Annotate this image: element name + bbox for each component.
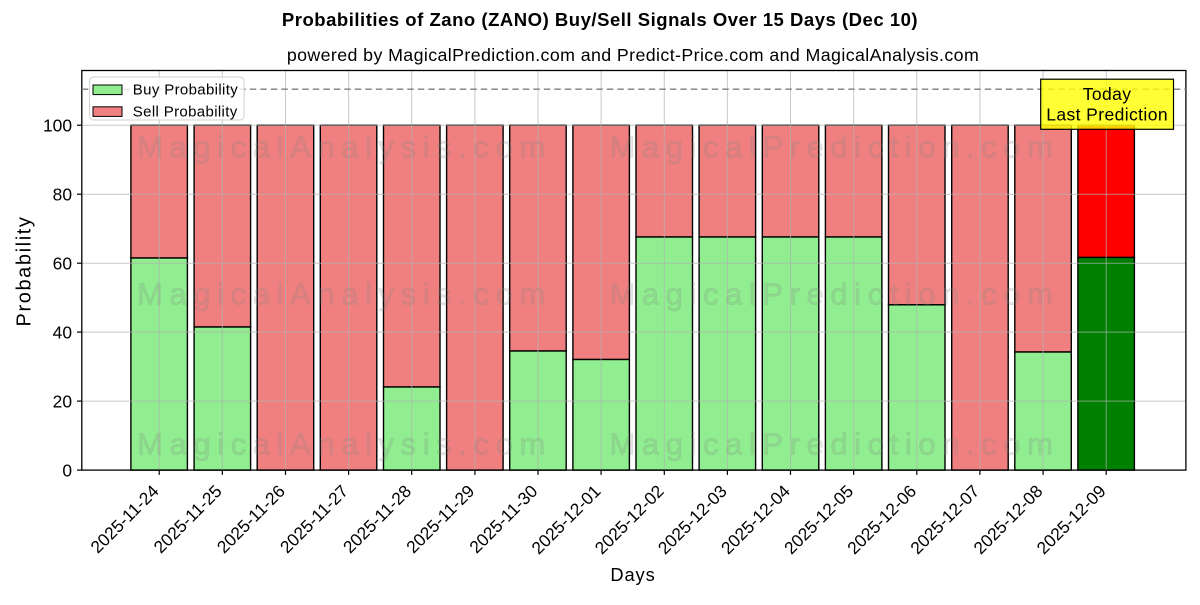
svg-text:80: 80: [53, 185, 72, 205]
svg-text:MagicalPrediction.com: MagicalPrediction.com: [609, 277, 1059, 312]
svg-text:Probability: Probability: [14, 216, 36, 327]
svg-text:20: 20: [53, 392, 72, 412]
svg-text:Last Prediction: Last Prediction: [1046, 105, 1168, 125]
svg-text:0: 0: [62, 461, 72, 481]
svg-text:60: 60: [53, 254, 72, 274]
svg-text:100: 100: [43, 116, 72, 136]
svg-text:Probabilities of Zano (ZANO) B: Probabilities of Zano (ZANO) Buy/Sell Si…: [282, 9, 918, 30]
svg-text:MagicalPrediction.com: MagicalPrediction.com: [609, 427, 1059, 462]
svg-text:powered by MagicalPrediction.c: powered by MagicalPrediction.com and Pre…: [287, 45, 979, 65]
svg-text:Days: Days: [610, 564, 655, 585]
svg-text:40: 40: [53, 323, 72, 343]
svg-text:Sell Probability: Sell Probability: [133, 103, 238, 120]
svg-text:MagicalPrediction.com: MagicalPrediction.com: [609, 130, 1059, 165]
svg-text:MagicalAnalysis.com: MagicalAnalysis.com: [137, 130, 552, 165]
svg-text:Today: Today: [1083, 84, 1132, 104]
svg-text:MagicalAnalysis.com: MagicalAnalysis.com: [137, 427, 552, 462]
svg-text:MagicalAnalysis.com: MagicalAnalysis.com: [137, 277, 552, 312]
svg-text:Buy Probability: Buy Probability: [133, 82, 238, 99]
